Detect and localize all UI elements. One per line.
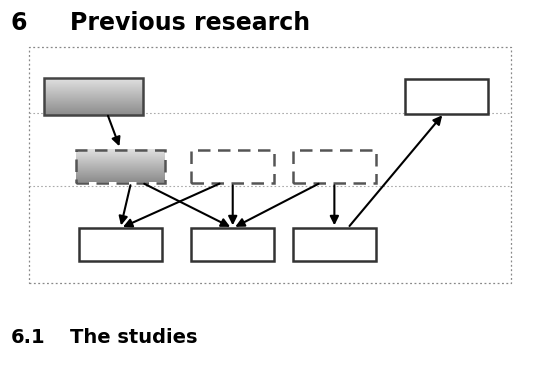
Text: The studies: The studies (70, 328, 197, 347)
Bar (293, 228, 376, 261)
Bar (77, 150, 165, 182)
Bar (293, 150, 376, 182)
Text: Previous research: Previous research (70, 11, 310, 35)
Bar (44, 78, 143, 115)
Bar (79, 228, 162, 261)
Text: 6.1: 6.1 (11, 328, 45, 347)
Bar (406, 79, 488, 114)
Bar (192, 228, 274, 261)
Text: 6: 6 (11, 11, 27, 35)
Bar (192, 150, 274, 182)
Bar (29, 47, 511, 283)
